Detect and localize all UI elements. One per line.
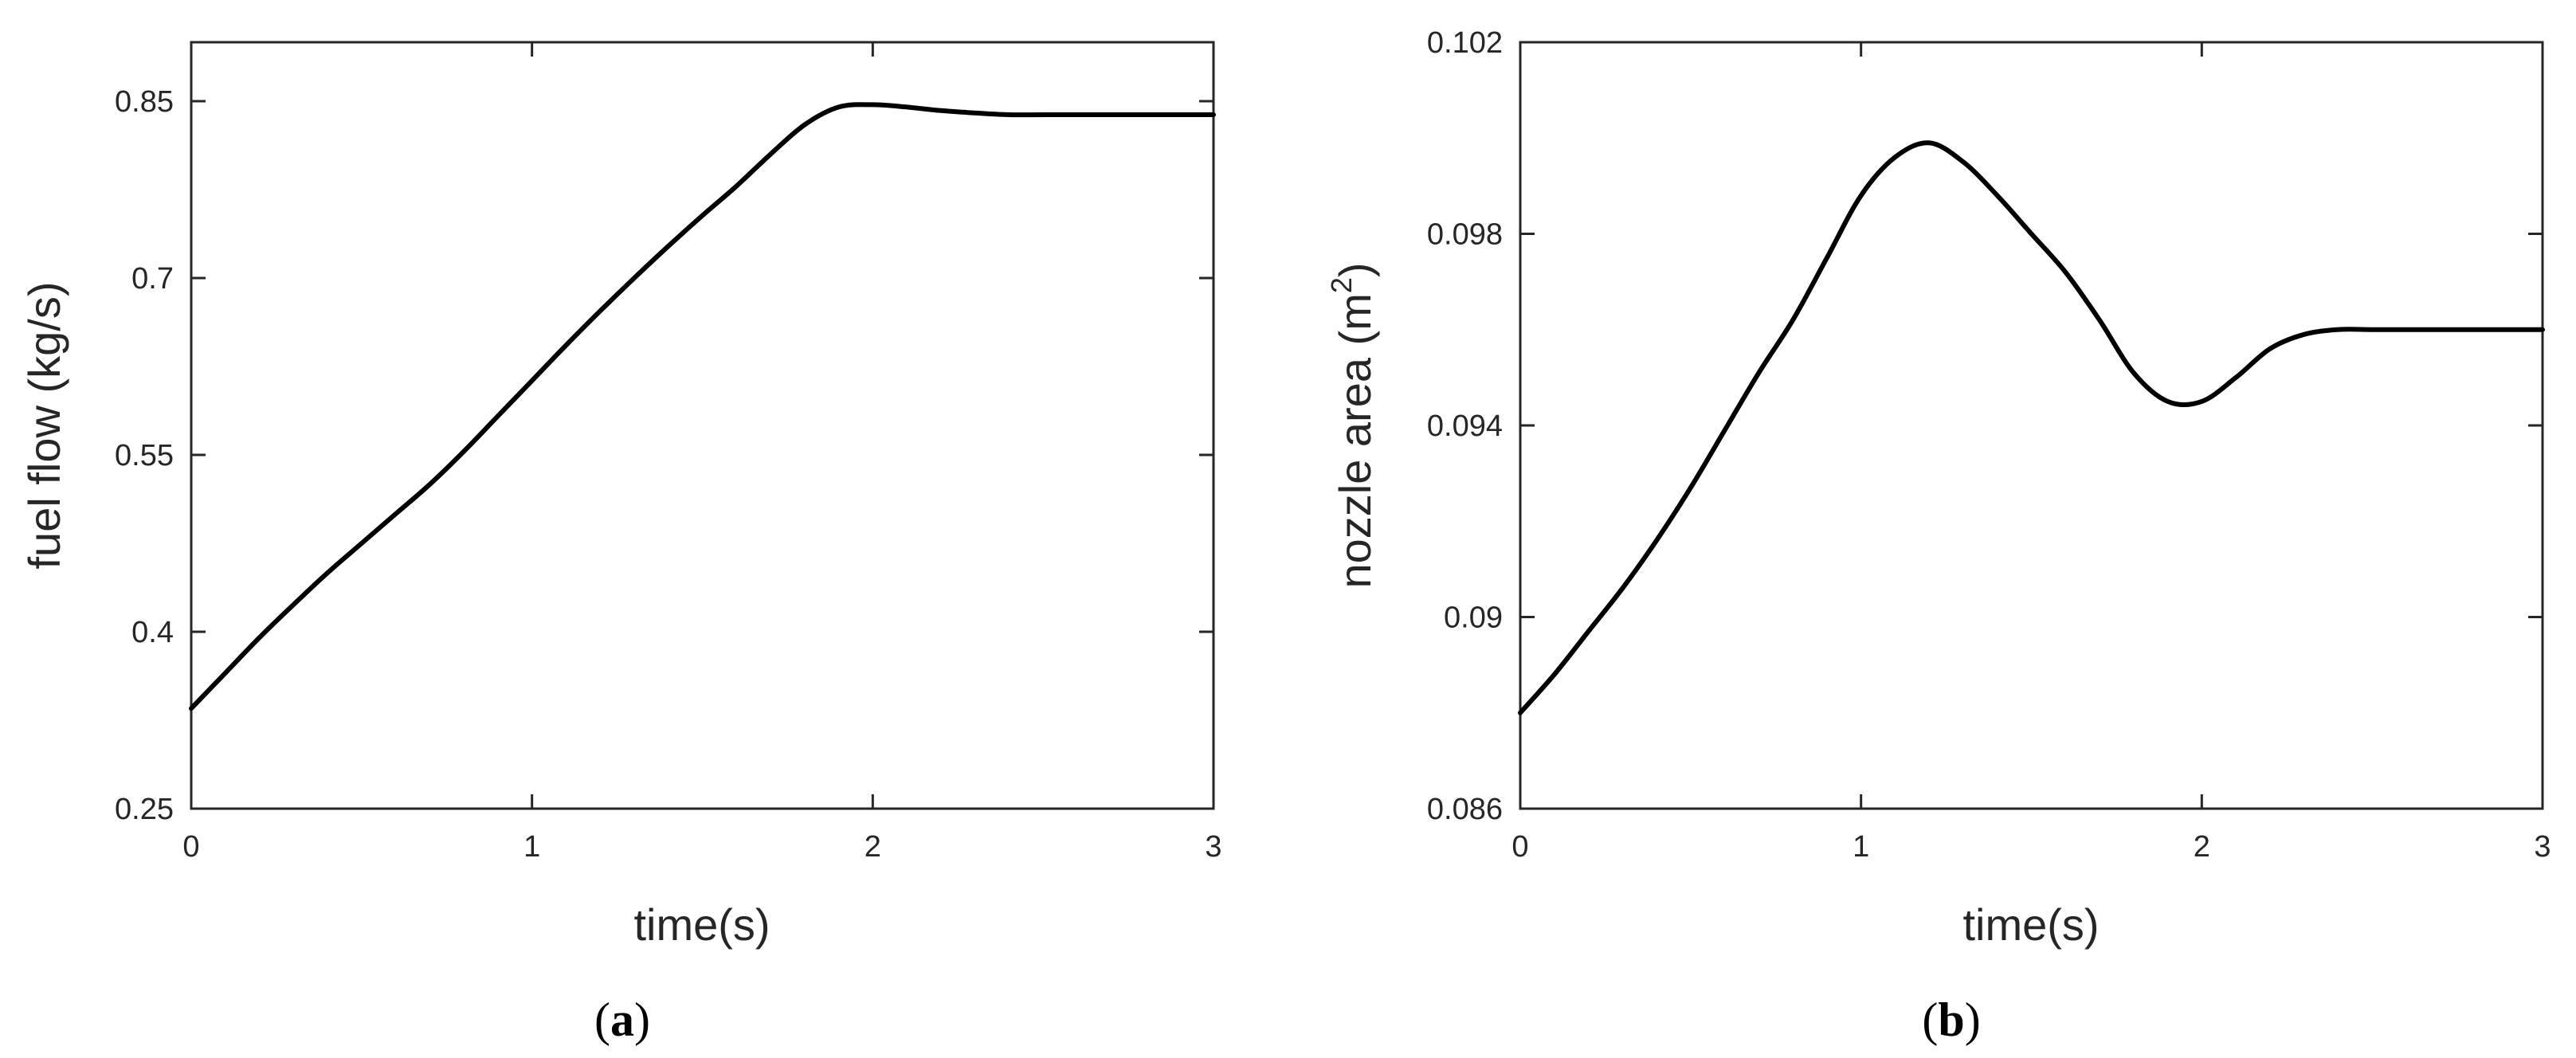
chart-panel-a: 0 1 2 3 0.25 0.4 0.55 0.7 0.85 time(s) fuel flo… (19, 41, 1222, 1046)
y-tick-label: 0.7 (131, 262, 174, 296)
x-tick-label: 1 (523, 830, 540, 864)
y-tick-label: 0.25 (115, 793, 174, 826)
x-axis-label: time(s) (1962, 899, 2099, 950)
x-tick-label: 0 (1511, 830, 1528, 864)
x-tick-label: 2 (2194, 830, 2210, 864)
y-axis-label: nozzle area (m2) (1325, 262, 1380, 588)
y-axis-label-superscript: 2 (1325, 277, 1358, 293)
y-tick-label: 0.094 (1427, 409, 1503, 443)
y-axis-label: fuel flow (kg/s) (19, 282, 69, 570)
y-tick-label: 0.086 (1427, 793, 1503, 826)
y-tick-label: 0.098 (1427, 218, 1503, 252)
y-tick-group: 0.086 0.09 0.094 0.098 0.102 (1427, 26, 2543, 826)
y-tick-label: 0.102 (1427, 26, 1503, 60)
plot-area-frame (1519, 41, 2544, 810)
y-tick-group: 0.25 0.4 0.55 0.7 0.85 (115, 85, 1214, 826)
y-tick-label: 0.4 (131, 616, 174, 649)
x-tick-group: 0 1 2 3 (182, 42, 1222, 864)
panel-letter: a (610, 993, 634, 1046)
fuel-flow-line (189, 102, 1216, 711)
x-tick-label: 3 (1205, 830, 1221, 864)
x-axis-label: time(s) (633, 899, 770, 950)
x-tick-group: 0 1 2 3 (1511, 42, 2551, 864)
chart-panel-b: 0 1 2 3 0.086 0.09 0.094 0.098 0.102 time(s) no… (1325, 26, 2551, 1046)
panel-letter: b (1938, 993, 1964, 1046)
y-axis-label-text: nozzle area (m (1330, 293, 1380, 588)
x-tick-label: 2 (865, 830, 881, 864)
nozzle-area-line (1518, 140, 2545, 715)
y-axis-label-close: ) (1330, 262, 1380, 277)
x-tick-label: 0 (182, 830, 199, 864)
panel-label: (a) (594, 993, 650, 1046)
x-tick-label: 3 (2534, 830, 2551, 864)
plot-area-frame (190, 41, 1215, 810)
y-tick-label: 0.55 (115, 439, 174, 472)
y-tick-label: 0.09 (1444, 601, 1503, 635)
panel-label: (b) (1922, 993, 1980, 1046)
x-tick-label: 1 (1853, 830, 1869, 864)
y-tick-label: 0.85 (115, 85, 174, 119)
